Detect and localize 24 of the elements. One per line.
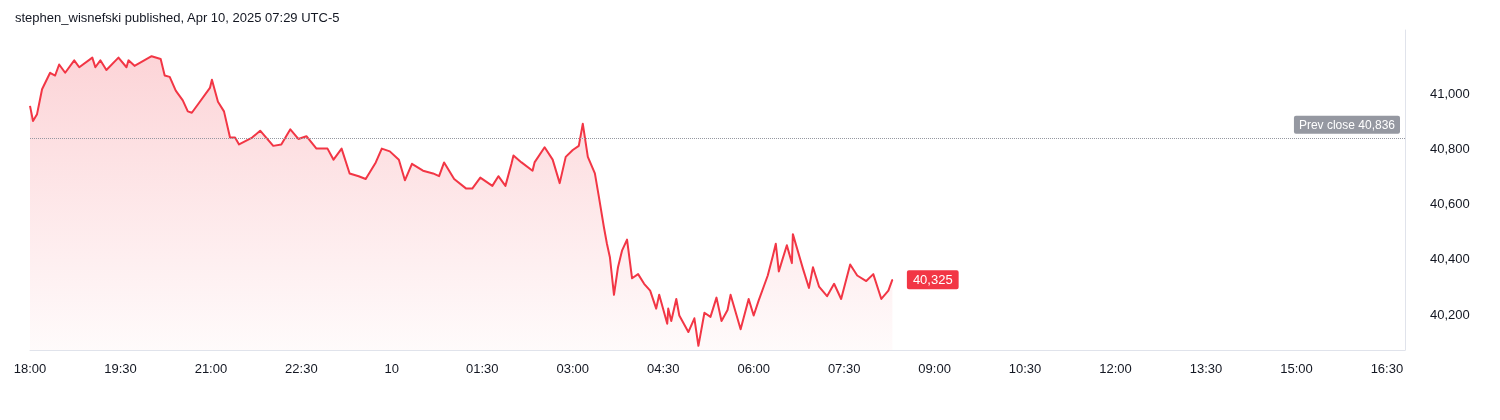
x-tick-label: 07:30	[827, 361, 861, 376]
x-tick-label: 04:30	[646, 361, 680, 376]
y-tick-label: 40,200	[1430, 306, 1470, 322]
x-tick-label: 10:30	[1008, 361, 1042, 376]
x-tick-label: 22:30	[285, 361, 318, 376]
chart-title: stephen_wisnefski published, Apr 10, 2025 07:29 UTC-5	[15, 10, 340, 25]
x-tick-label: 15:00	[1280, 361, 1313, 376]
x-tick-label: 13:30	[1189, 361, 1223, 376]
x-tick-label: 06:00	[737, 361, 770, 376]
x-tick-label: 21:00	[194, 361, 228, 376]
y-tick-label: 41,000	[1430, 85, 1470, 101]
x-tick-label: 10	[384, 361, 400, 376]
y-tick-label: 40,800	[1430, 141, 1470, 157]
x-tick-label: 03:00	[556, 361, 590, 376]
x-tick-label: 18:00	[13, 361, 47, 376]
ref-line-label: Prev close 40,836	[1298, 117, 1396, 132]
y-tick-label: 40,600	[1430, 196, 1470, 212]
annotation: 40,325	[912, 272, 953, 288]
x-tick-label: 12:00	[1099, 361, 1132, 376]
x-tick-label: 16:30	[1370, 361, 1404, 376]
x-tick-label: 19:30	[104, 361, 137, 376]
x-tick-label: 09:00	[918, 361, 951, 376]
y-tick-label: 40,400	[1430, 251, 1470, 267]
x-tick-label: 01:30	[466, 361, 499, 376]
